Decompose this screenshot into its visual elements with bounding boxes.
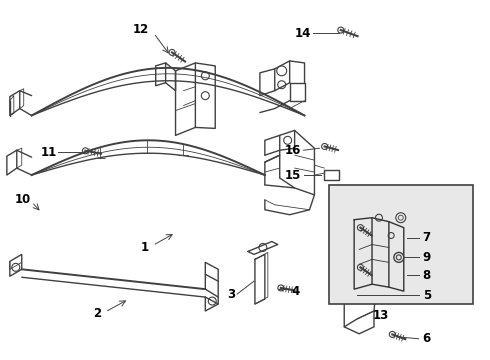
Text: 14: 14 [295,27,312,40]
Text: 11: 11 [40,146,56,159]
Text: 8: 8 [422,269,431,282]
Text: 2: 2 [93,307,101,320]
Text: 10: 10 [15,193,31,206]
Text: 16: 16 [285,144,301,157]
Text: 4: 4 [292,285,300,298]
Text: 3: 3 [227,288,235,301]
Text: 6: 6 [422,332,431,345]
Bar [329,185,473,304]
Text: 9: 9 [422,251,431,264]
Text: 13: 13 [373,309,389,322]
Text: 15: 15 [285,168,301,181]
Text: 7: 7 [422,231,431,244]
Text: 1: 1 [141,241,149,254]
Text: 12: 12 [132,23,149,36]
Text: 5: 5 [422,289,431,302]
